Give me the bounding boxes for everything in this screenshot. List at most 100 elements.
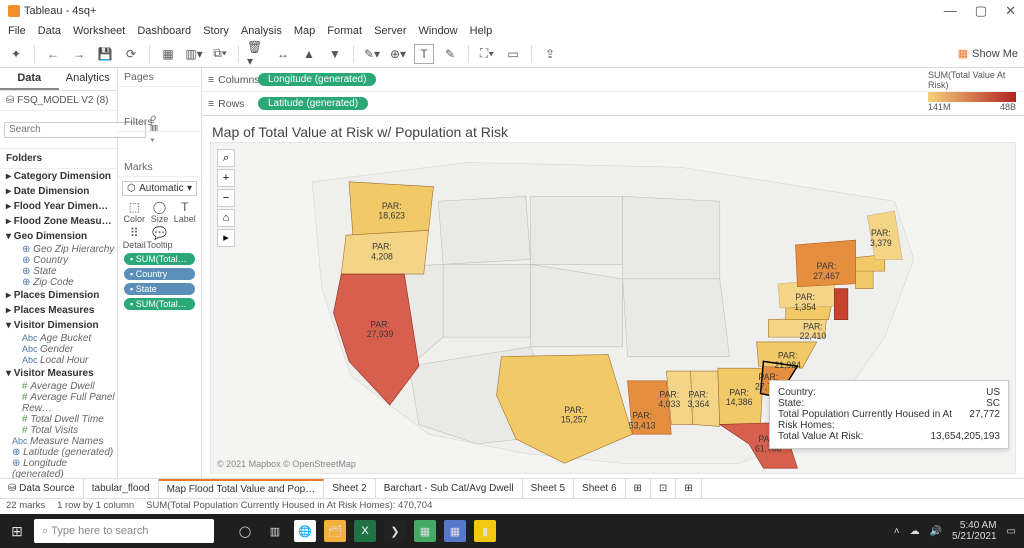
tray-date[interactable]: 5/21/2021 (952, 531, 997, 542)
totals-icon[interactable]: T (414, 44, 434, 64)
datasource-name[interactable]: ⛁ FSQ_MODEL V2 (8) (0, 91, 117, 111)
group-icon[interactable]: ⊕▾ (388, 44, 408, 64)
highlight-icon[interactable]: ✎▾ (362, 44, 382, 64)
sheet-tab[interactable]: Sheet 2 (324, 479, 375, 498)
menu-map[interactable]: Map (294, 25, 315, 37)
tray-time[interactable]: 5:40 AM (952, 520, 997, 531)
field-longitude-generated-[interactable]: Longitude (generated) (0, 458, 117, 478)
new-sheet-icon[interactable]: ⊞ (626, 479, 651, 498)
task-chrome-icon[interactable]: 🌐 (294, 520, 316, 542)
menu-dashboard[interactable]: Dashboard (137, 25, 191, 37)
forward-icon[interactable]: → (69, 44, 89, 64)
field-latitude-generated-[interactable]: Latitude (generated) (0, 447, 117, 458)
field-visitor-dimension[interactable]: ▾ Visitor Dimension (0, 318, 117, 333)
menu-file[interactable]: File (8, 25, 26, 37)
sort-asc-icon[interactable]: ▲ (299, 44, 319, 64)
field-flood-zone-measures[interactable]: ▸ Flood Zone Measures (0, 214, 117, 229)
marks-pill[interactable]: ▪ State (124, 283, 195, 295)
field-places-dimension[interactable]: ▸ Places Dimension (0, 288, 117, 303)
field-age-bucket[interactable]: Age Bucket (0, 333, 117, 344)
new-datasource-icon[interactable]: ▦ (158, 44, 178, 64)
field-geo-zip-hierarchy[interactable]: Geo Zip Hierarchy (0, 244, 117, 255)
showme-button[interactable]: Show Me (972, 48, 1018, 60)
field-measure-names[interactable]: Measure Names (0, 436, 117, 447)
marks-color-button[interactable]: ⬚Color (122, 200, 146, 224)
text-icon[interactable]: ✎ (440, 44, 460, 64)
menu-worksheet[interactable]: Worksheet (73, 25, 125, 37)
maximize-icon[interactable]: ▢ (975, 3, 987, 19)
map-canvas[interactable]: ⌕ + − ⌂ ▸ PAR:18,623PAR:4,208PAR:27,939P… (210, 142, 1016, 474)
minimize-icon[interactable]: — (944, 3, 957, 19)
task-app1-icon[interactable]: ▦ (414, 520, 436, 542)
tray-cloud-icon[interactable]: ☁ (910, 526, 920, 537)
duplicate-icon[interactable]: ⧉▾ (210, 44, 230, 64)
sheet-tab[interactable]: Sheet 6 (574, 479, 625, 498)
field-date-dimension[interactable]: ▸ Date Dimension (0, 184, 117, 199)
sheet-tab[interactable]: tabular_flood (84, 479, 159, 498)
back-icon[interactable]: ← (43, 44, 63, 64)
field-country[interactable]: Country (0, 255, 117, 266)
taskbar-search[interactable]: ⌕ Type here to search (34, 519, 214, 543)
filters-shelf[interactable]: Filters (118, 113, 201, 132)
marks-pill[interactable]: ▪ Country (124, 268, 195, 280)
start-button[interactable]: ⊞ (0, 523, 34, 540)
fit-icon[interactable]: ⛶▾ (477, 44, 497, 64)
field-gender[interactable]: Gender (0, 344, 117, 355)
swap-icon[interactable]: ↔ (273, 44, 293, 64)
marks-size-button[interactable]: ◯Size (146, 200, 172, 224)
task-terminal-icon[interactable]: ❯ (384, 520, 406, 542)
marks-detail-button[interactable]: ⠿Detail (122, 226, 146, 250)
task-excel-icon[interactable]: X (354, 520, 376, 542)
color-legend[interactable]: SUM(Total Value At Risk) 141M48B (928, 68, 1016, 112)
new-sheet-icon[interactable]: ⊡ (651, 479, 676, 498)
refresh-icon[interactable]: ⟳ (121, 44, 141, 64)
tray-chevron-icon[interactable]: ˄ (894, 526, 900, 537)
sheet-tab[interactable]: Map Flood Total Value and Pop… (159, 479, 325, 498)
field-category-dimension[interactable]: ▸ Category Dimension (0, 169, 117, 184)
field-zip-code[interactable]: Zip Code (0, 277, 117, 288)
menu-window[interactable]: Window (419, 25, 458, 37)
field-places-measures[interactable]: ▸ Places Measures (0, 303, 117, 318)
pages-shelf[interactable]: Pages (118, 68, 201, 87)
tab-analytics[interactable]: Analytics (59, 68, 118, 90)
new-worksheet-icon[interactable]: ▥▾ (184, 44, 204, 64)
task-app2-icon[interactable]: ▦ (444, 520, 466, 542)
field-average-full-panel-rew-[interactable]: Average Full Panel Rew… (0, 392, 117, 414)
sheet-tab[interactable]: Barchart - Sub Cat/Avg Dwell (376, 479, 523, 498)
save-icon[interactable]: 💾 (95, 44, 115, 64)
field-flood-year-dimension[interactable]: ▸ Flood Year Dimension (0, 199, 117, 214)
tab-data[interactable]: Data (0, 68, 59, 90)
task-cortana-icon[interactable]: ◯ (234, 520, 256, 542)
menu-server[interactable]: Server (374, 25, 406, 37)
field-local-hour[interactable]: Local Hour (0, 355, 117, 366)
field-visitor-measures[interactable]: ▾ Visitor Measures (0, 366, 117, 381)
sheet-tab[interactable]: ⛁ Data Source (0, 479, 84, 498)
field-total-dwell-time[interactable]: Total Dwell Time (0, 414, 117, 425)
field-average-dwell[interactable]: Average Dwell (0, 381, 117, 392)
marks-pill[interactable]: ▪ SUM(Total Val… (124, 298, 195, 310)
marks-tooltip-button[interactable]: 💬Tooltip (146, 226, 172, 250)
tray-notifications-icon[interactable]: ▭ (1007, 526, 1016, 537)
marks-label-button[interactable]: TLabel (173, 200, 198, 224)
new-sheet-icon[interactable]: ⊞ (676, 479, 701, 498)
field-state[interactable]: State (0, 266, 117, 277)
showme-icon[interactable]: ▦ (958, 47, 968, 60)
share-icon[interactable]: ⇪ (540, 44, 560, 64)
sheet-title[interactable]: Map of Total Value at Risk w/ Population… (202, 116, 1024, 142)
close-icon[interactable]: ✕ (1005, 3, 1016, 19)
task-explorer-icon[interactable]: 🗂 (324, 520, 346, 542)
field-geo-dimension[interactable]: ▾ Geo Dimension (0, 229, 117, 244)
marks-type-select[interactable]: ⬡Automatic▾ (122, 181, 197, 196)
columns-pill[interactable]: Longitude (generated) (258, 73, 376, 86)
sheet-tab[interactable]: Sheet 5 (523, 479, 574, 498)
task-powerbi-icon[interactable]: ▮ (474, 520, 496, 542)
clear-icon[interactable]: 🗑▾ (247, 44, 267, 64)
menu-help[interactable]: Help (470, 25, 493, 37)
menu-data[interactable]: Data (38, 25, 61, 37)
task-view-icon[interactable]: ▥ (264, 520, 286, 542)
menu-analysis[interactable]: Analysis (241, 25, 282, 37)
rows-pill[interactable]: Latitude (generated) (258, 97, 368, 110)
presentation-icon[interactable]: ▭ (503, 44, 523, 64)
tableau-logo-icon[interactable]: ✦ (6, 44, 26, 64)
sort-desc-icon[interactable]: ▼ (325, 44, 345, 64)
